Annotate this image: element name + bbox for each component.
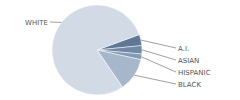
leader-line xyxy=(134,75,176,84)
slices xyxy=(52,5,142,95)
leader-line xyxy=(50,22,61,23)
slice-label: WHITE xyxy=(25,19,48,27)
slice-label: HISPANIC xyxy=(178,69,211,77)
leader-line xyxy=(142,50,176,60)
pie-chart: A.I. ASIAN HISPANIC BLACK WHITE xyxy=(0,0,240,100)
slice xyxy=(52,5,139,95)
leader-line xyxy=(141,57,176,72)
slice-label: A.I. xyxy=(178,45,189,53)
labels: A.I. ASIAN HISPANIC BLACK WHITE xyxy=(25,19,211,89)
leader-line xyxy=(141,40,176,48)
slice-label: BLACK xyxy=(178,81,201,89)
slice-label: ASIAN xyxy=(178,57,199,65)
